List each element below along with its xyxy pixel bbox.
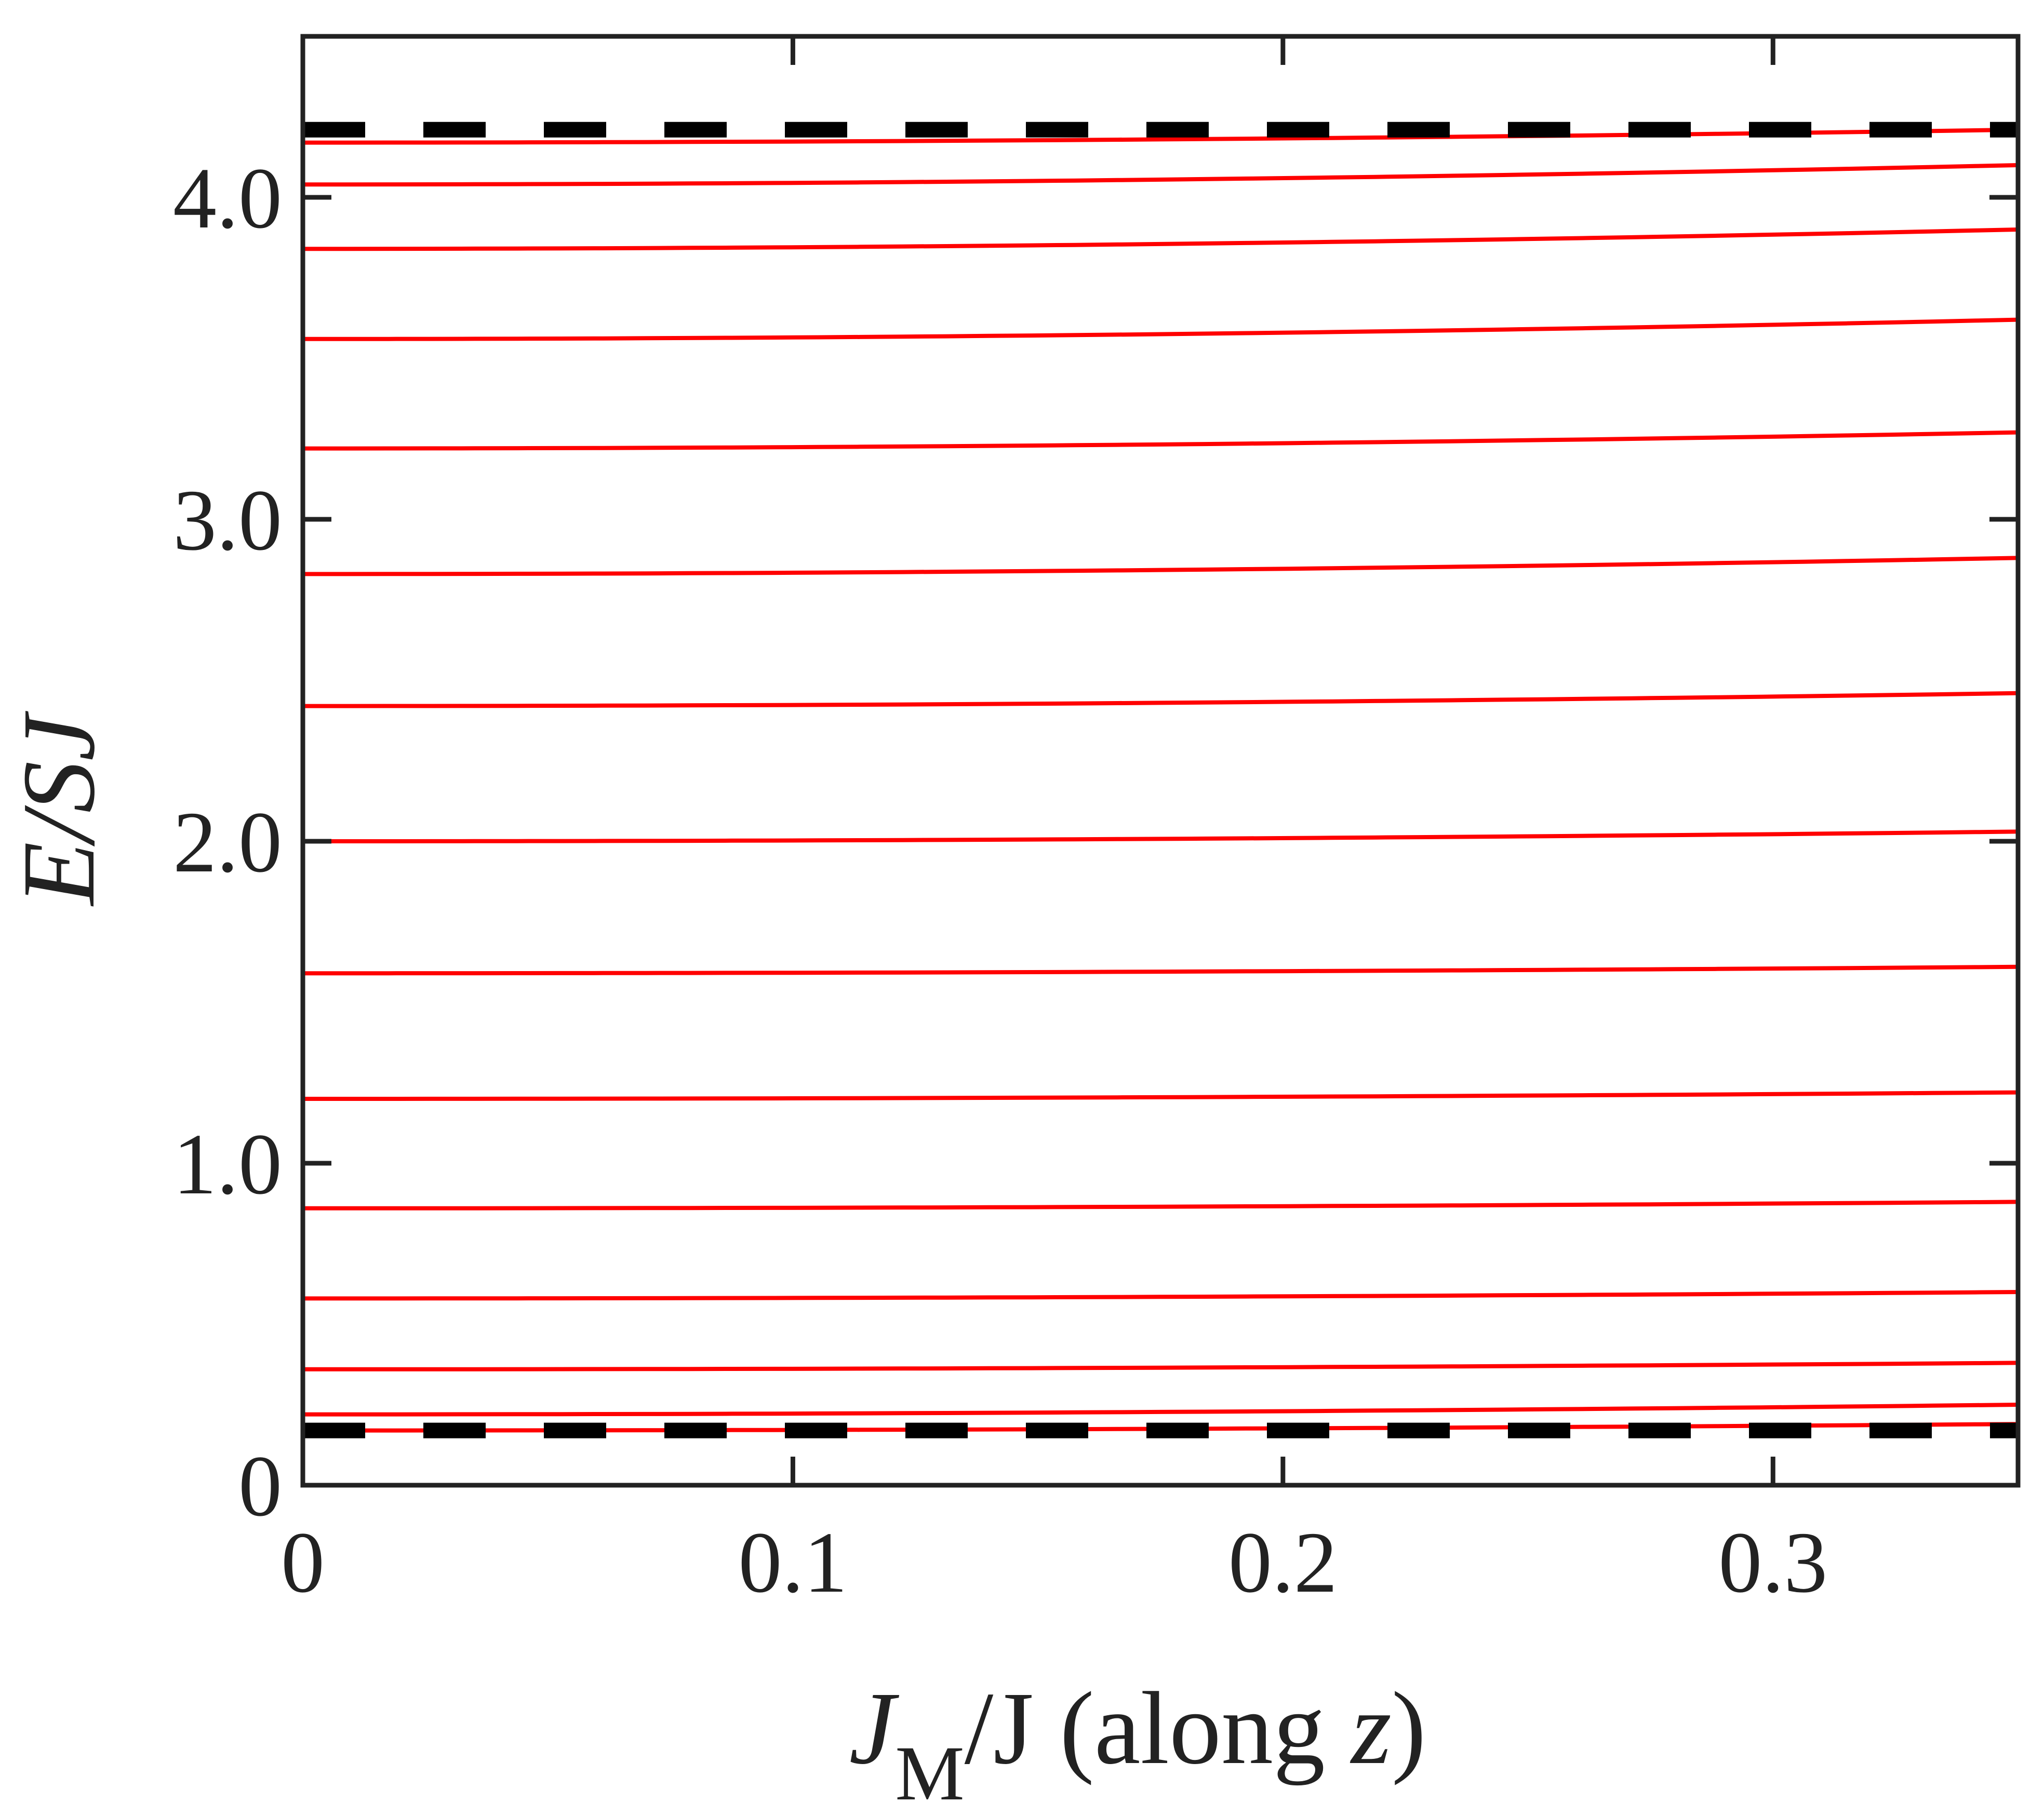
series-line-4 xyxy=(303,1290,2019,1301)
y-axis-label: E/SJ xyxy=(2,711,116,907)
series-line-11 xyxy=(303,430,2019,451)
series-line-9 xyxy=(303,691,2019,708)
x-label-main: J xyxy=(849,1671,900,1786)
series-line-14 xyxy=(303,163,2019,187)
y-tick-label-0: 0 xyxy=(238,1438,282,1535)
x-label-var: z xyxy=(1350,1671,1392,1786)
x-axis-label: JM/J (along z) xyxy=(849,1671,1426,1816)
y-tick-label-1: 1.0 xyxy=(173,1116,282,1213)
y-tick-label-4: 4.0 xyxy=(173,150,282,247)
x-tick-label-3: 0.3 xyxy=(1718,1514,1827,1611)
series-layer xyxy=(303,127,2019,1433)
series-line-6 xyxy=(303,1090,2019,1101)
y-tick-label-3: 3.0 xyxy=(173,472,282,569)
series-line-2 xyxy=(303,1403,2019,1417)
x-tick-label-0: 0 xyxy=(281,1514,325,1611)
y-tick-label-2: 2.0 xyxy=(173,794,282,891)
series-line-10 xyxy=(303,556,2019,576)
series-line-7 xyxy=(303,964,2019,976)
series-line-15 xyxy=(303,127,2019,145)
bounds-layer xyxy=(303,122,2018,1438)
plot-frame xyxy=(300,34,2021,1488)
x-tick-label-2: 0.2 xyxy=(1228,1514,1338,1611)
series-line-13 xyxy=(303,227,2019,251)
series-line-3 xyxy=(303,1361,2019,1371)
series-line-5 xyxy=(303,1200,2019,1210)
series-line-12 xyxy=(303,317,2019,341)
x-label-sub: M xyxy=(895,1730,964,1816)
x-tick-label-1: 0.1 xyxy=(738,1514,847,1611)
x-label-close: ) xyxy=(1392,1671,1426,1786)
series-line-8 xyxy=(303,829,2019,843)
tick-labels: 0 0.1 0.2 0.3 0 1.0 2.0 3.0 4.0 xyxy=(173,150,1827,1611)
x-label-rest: /J (along xyxy=(965,1671,1351,1786)
